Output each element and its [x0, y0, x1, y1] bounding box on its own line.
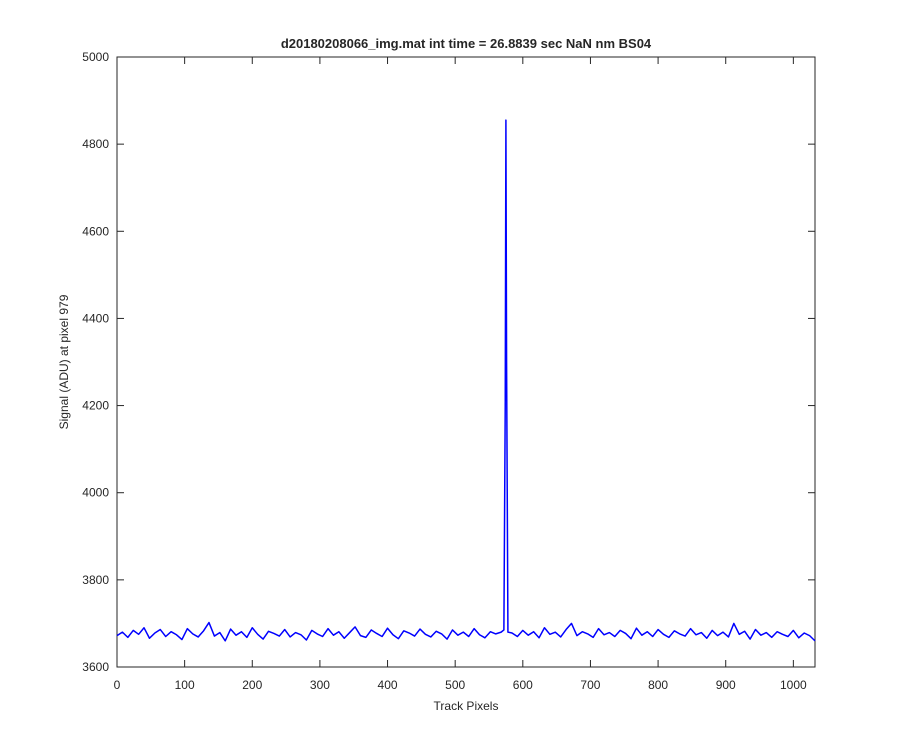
chart-title: d20180208066_img.mat int time = 26.8839 … [281, 36, 652, 51]
y-tick-label: 4400 [82, 311, 109, 325]
x-tick-label: 500 [445, 678, 465, 692]
y-tick-label: 4600 [82, 224, 109, 238]
x-axis-label: Track Pixels [434, 699, 499, 713]
data-line [116, 119, 816, 642]
y-tick-label: 4000 [82, 486, 109, 500]
x-tick-label: 1000 [780, 678, 807, 692]
axes-box [116, 56, 816, 668]
x-tick-label: 100 [175, 678, 195, 692]
y-tick-label: 3800 [82, 573, 109, 587]
y-tick-label: 4200 [82, 399, 109, 413]
y-tick-label: 4800 [82, 137, 109, 151]
y-tick-label: 5000 [82, 50, 109, 64]
x-tick-label: 400 [378, 678, 398, 692]
x-tick-label: 300 [310, 678, 330, 692]
y-axis-label: Signal (ADU) at pixel 979 [57, 294, 71, 429]
x-tick-label: 700 [580, 678, 600, 692]
x-tick-label: 900 [716, 678, 736, 692]
x-tick-label: 800 [648, 678, 668, 692]
x-tick-label: 0 [114, 678, 121, 692]
x-tick-label: 600 [513, 678, 533, 692]
y-tick-label: 3600 [82, 660, 109, 674]
x-tick-label: 200 [242, 678, 262, 692]
